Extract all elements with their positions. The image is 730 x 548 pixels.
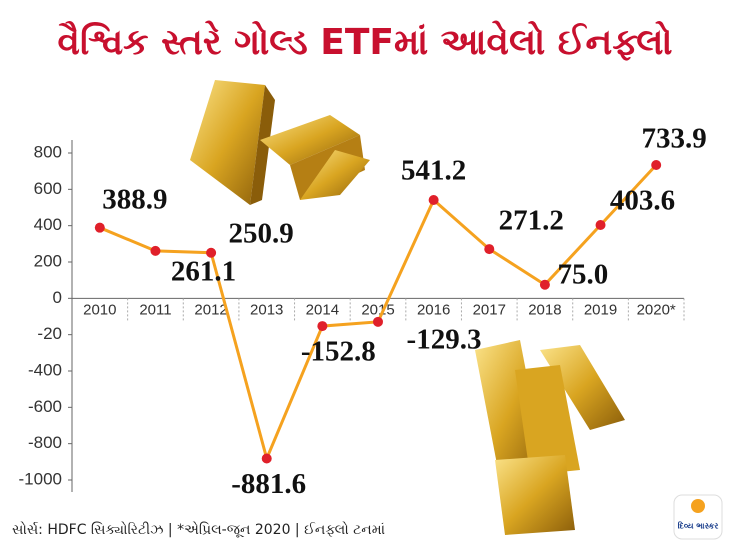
- x-tick-label: 2011: [139, 301, 171, 318]
- value-label: 271.2: [499, 205, 564, 237]
- value-label: 261.1: [171, 256, 236, 288]
- y-tick-label: -1000: [19, 469, 62, 488]
- marker: [150, 245, 161, 256]
- x-tick-label: 2018: [528, 301, 561, 318]
- marker: [94, 222, 105, 233]
- logo: દિવ્ય ભાસ્કર: [678, 520, 720, 531]
- x-tick-label: 2019: [584, 301, 617, 318]
- value-label: 75.0: [558, 258, 609, 290]
- marker: [317, 321, 328, 332]
- y-tick-label: 800: [34, 142, 62, 161]
- y-tick-label: 200: [34, 251, 62, 270]
- x-tick-label: 2017: [473, 301, 506, 318]
- y-tick-label: 600: [34, 179, 62, 198]
- x-tick-label: 2010: [83, 301, 116, 318]
- marker: [428, 195, 439, 206]
- chart-title: વૈશ્વિક સ્તરે ગોલ્ડ ETFમાં આવેલો ઈનફ્લો: [58, 20, 673, 63]
- marker: [373, 316, 383, 327]
- y-tick-label: -600: [28, 397, 62, 416]
- marker: [261, 453, 272, 464]
- value-label: -152.8: [301, 336, 376, 368]
- value-label: -129.3: [407, 323, 482, 355]
- marker: [651, 160, 662, 171]
- value-label: 733.9: [642, 123, 707, 155]
- y-tick-label: -400: [28, 360, 62, 379]
- marker: [484, 244, 495, 255]
- x-tick-label: 2014: [306, 301, 339, 318]
- y-tick-label: -800: [28, 433, 62, 452]
- value-label: 541.2: [401, 155, 466, 187]
- value-label: 403.6: [610, 185, 675, 217]
- marker: [539, 279, 550, 290]
- y-tick-label: 400: [34, 215, 62, 234]
- y-tick-label: -20: [37, 324, 62, 343]
- value-label: 388.9: [102, 183, 167, 215]
- logo-box: [673, 494, 723, 540]
- marker: [206, 247, 217, 258]
- x-tick-label: 2015: [361, 301, 394, 318]
- logo-sun: [691, 499, 705, 513]
- gold-bars-bottom: [475, 340, 625, 535]
- x-tick-label: 2012: [194, 301, 227, 318]
- source-note: સોર્સ: HDFC સિક્યોરિટીઝ | *એપ્રિલ-જૂન 20…: [12, 521, 385, 538]
- y-tick-label: 0: [53, 288, 62, 307]
- x-tick-label: 2013: [250, 301, 283, 318]
- gold-bars-top: [190, 80, 370, 205]
- x-tick-label: 2016: [417, 301, 450, 318]
- value-label: 250.9: [228, 217, 293, 249]
- value-label: -881.6: [231, 468, 306, 500]
- x-tick-label: 2020*: [637, 301, 676, 318]
- marker: [595, 220, 606, 231]
